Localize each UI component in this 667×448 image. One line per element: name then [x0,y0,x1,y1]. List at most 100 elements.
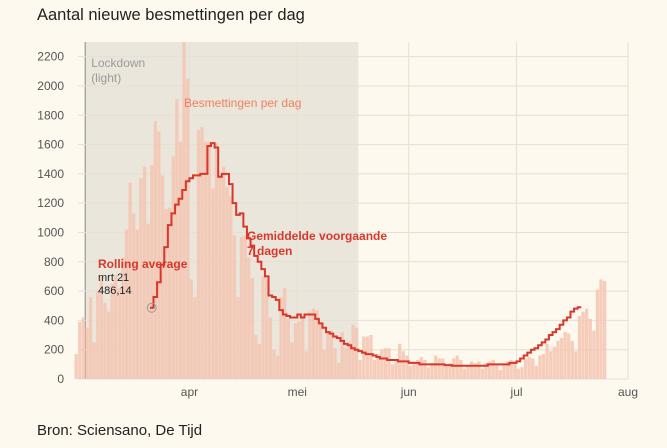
bar[interactable] [74,354,78,379]
bar[interactable] [430,362,434,379]
bar[interactable] [315,310,319,379]
bar[interactable] [200,126,204,379]
bar[interactable] [279,296,283,379]
bar[interactable] [581,311,585,379]
bar[interactable] [150,165,154,379]
bar[interactable] [549,351,553,379]
bar[interactable] [347,342,352,379]
bar[interactable] [135,229,139,379]
bar[interactable] [527,357,531,379]
bar[interactable] [290,342,294,379]
bar[interactable] [556,340,560,379]
bar[interactable] [110,283,114,379]
bar[interactable] [182,42,186,379]
bar[interactable] [214,143,219,379]
bar[interactable] [132,213,136,379]
bar[interactable] [380,349,384,379]
bar[interactable] [365,336,370,379]
bar[interactable] [164,209,168,379]
bar[interactable] [545,343,549,379]
bar[interactable] [99,276,104,379]
bar[interactable] [318,323,323,379]
bar[interactable] [426,367,431,379]
bar[interactable] [257,343,262,379]
bar[interactable] [239,236,244,379]
bar[interactable] [81,317,86,379]
bar[interactable] [103,302,107,379]
bar[interactable] [585,308,589,379]
bar[interactable] [541,354,546,379]
bar[interactable] [491,359,495,379]
bar[interactable] [236,296,240,379]
bar[interactable] [232,235,237,379]
bar[interactable] [203,141,208,379]
bar[interactable] [243,235,247,379]
bar[interactable] [452,358,456,379]
bar[interactable] [602,280,607,379]
bar[interactable] [358,359,362,379]
bar[interactable] [211,188,215,379]
bar[interactable] [383,348,388,379]
bar[interactable] [354,327,359,379]
bar[interactable] [390,364,395,379]
bar[interactable] [157,131,161,379]
bar[interactable] [405,355,409,379]
bar[interactable] [592,330,596,379]
bar[interactable] [559,337,564,379]
bar[interactable] [401,351,405,379]
bar[interactable] [351,324,355,379]
bar[interactable] [301,315,305,379]
bar[interactable] [513,361,517,379]
bar[interactable] [92,342,96,379]
bar[interactable] [459,359,463,379]
bar[interactable] [419,357,423,379]
bar[interactable] [534,365,538,379]
bar[interactable] [462,368,467,379]
bar[interactable] [207,141,211,379]
bar[interactable] [577,315,582,379]
bar[interactable] [196,129,201,379]
bar[interactable] [265,279,269,379]
bar[interactable] [412,361,416,379]
bar[interactable] [469,361,474,379]
bar[interactable] [516,368,521,379]
bar[interactable] [124,229,129,379]
bar-series[interactable] [74,42,607,380]
bar[interactable] [455,355,459,379]
bar[interactable] [225,187,229,379]
bar[interactable] [441,358,445,379]
bar[interactable] [480,368,485,379]
bar[interactable] [599,279,603,379]
bar[interactable] [261,276,265,379]
bar[interactable] [189,279,193,379]
bar[interactable] [139,178,143,379]
bar[interactable] [408,365,413,379]
bar[interactable] [250,277,254,379]
bar[interactable] [146,223,150,379]
bar[interactable] [509,359,513,379]
bar[interactable] [394,361,398,379]
bar[interactable] [423,359,427,379]
bar[interactable] [272,349,276,379]
bar[interactable] [88,296,93,379]
bar[interactable] [434,355,438,379]
bar[interactable] [117,288,121,379]
bar[interactable] [85,327,89,379]
rolling-average-line[interactable] [149,142,582,367]
bar[interactable] [416,359,420,379]
bar[interactable] [283,288,287,379]
rolling-average-series[interactable] [149,142,582,367]
bar[interactable] [362,336,366,379]
bar[interactable] [78,321,82,379]
bar[interactable] [595,289,600,379]
bar[interactable] [160,175,165,379]
bar[interactable] [376,354,380,379]
bar[interactable] [444,364,449,379]
bar[interactable] [268,317,272,379]
bar[interactable] [322,349,326,379]
bar[interactable] [128,182,132,379]
bar[interactable] [247,257,251,379]
bar[interactable] [502,364,506,379]
bar[interactable] [193,296,197,379]
bar[interactable] [466,365,470,379]
